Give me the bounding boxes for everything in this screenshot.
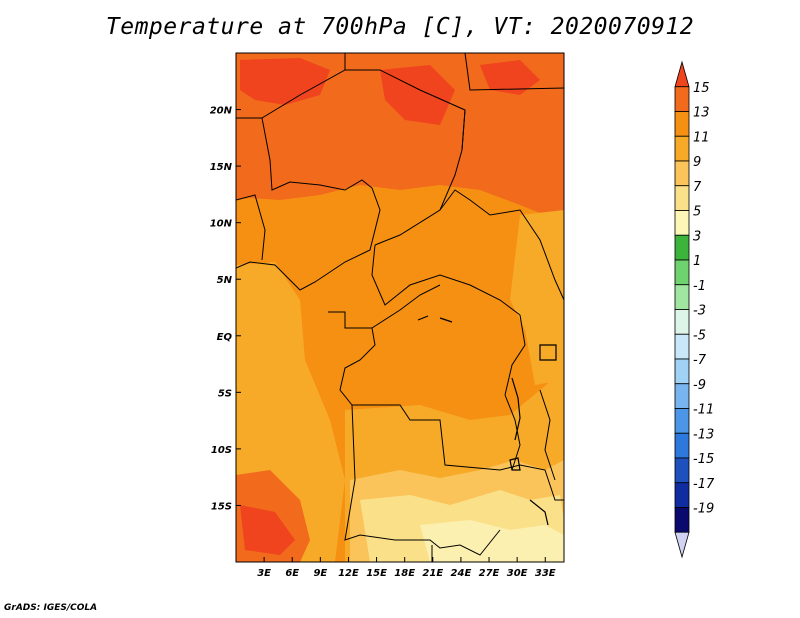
x-tick-label: 9E [313, 568, 327, 579]
colorbar-swatch [674, 531, 690, 559]
colorbar: 15 13 11 9 7 5 3 1 -1 -3 -5 -7 -9 -11 -13 -15 -17 -19 [674, 60, 715, 559]
field-13-15-n [380, 65, 455, 125]
colorbar-swatch [674, 135, 690, 162]
colorbar-swatch [674, 210, 690, 236]
colorbar-swatch [674, 432, 690, 459]
x-axis: 3E 6E 9E 12E 15E 18E 21E 24E 27E 30E 33E [257, 557, 556, 579]
temperature-field [236, 53, 564, 562]
y-tick-label: 15N [210, 162, 233, 173]
colorbar-label: -9 [693, 378, 706, 393]
x-tick-label: 12E [338, 568, 359, 579]
colorbar-label: 9 [693, 155, 701, 170]
y-axis: 20N 15N 10N 5N EQ 5S 10S 15S [210, 106, 241, 512]
colorbar-swatch [674, 333, 690, 360]
colorbar-swatch [674, 259, 690, 286]
colorbar-swatch [674, 383, 690, 409]
colorbar-label: -3 [693, 304, 706, 319]
y-tick-label: 10S [211, 445, 232, 456]
colorbar-swatch [674, 185, 690, 211]
colorbar-label: -11 [693, 403, 714, 418]
y-tick-label: 15S [211, 501, 232, 512]
x-tick-label: 30E [507, 568, 528, 579]
x-tick-label: 24E [451, 568, 472, 579]
colorbar-label: 15 [693, 81, 710, 96]
colorbar-label: -17 [693, 477, 715, 492]
x-tick-label: 33E [535, 568, 556, 579]
x-tick-label: 3E [257, 568, 271, 579]
colorbar-label: -7 [693, 353, 707, 368]
x-tick-label: 15E [366, 568, 387, 579]
colorbar-label: 7 [693, 180, 702, 195]
colorbar-swatch [674, 457, 690, 484]
colorbar-label: 1 [693, 254, 701, 269]
colorbar-swatch [674, 86, 690, 112]
colorbar-label: -19 [693, 502, 714, 517]
x-tick-label: 27E [479, 568, 500, 579]
x-tick-label: 21E [422, 568, 443, 579]
colorbar-label: -1 [693, 279, 706, 294]
colorbar-label: 11 [693, 130, 710, 145]
y-tick-label: 5S [218, 388, 232, 399]
x-tick-label: 18E [394, 568, 415, 579]
colorbar-swatch [674, 160, 690, 187]
colorbar-label: -15 [693, 452, 714, 467]
colorbar-swatch [674, 482, 690, 508]
field-7-9-east [510, 210, 564, 385]
colorbar-label: 5 [693, 205, 701, 220]
chart-title: Temperature at 700hPa [C], VT: 202007091… [105, 14, 695, 40]
colorbar-swatch [674, 408, 690, 434]
colorbar-label: 3 [693, 229, 701, 244]
y-tick-label: 20N [210, 106, 233, 117]
field-13-15-sw [240, 505, 295, 555]
y-tick-label: EQ [217, 332, 233, 343]
colorbar-label: -5 [693, 328, 706, 343]
field-lightest-south [420, 520, 564, 562]
x-tick-label: 6E [285, 568, 299, 579]
country-borders [236, 53, 564, 562]
map-frame [235, 52, 565, 563]
y-tick-label: 10N [210, 219, 233, 230]
colorbar-label: -13 [693, 427, 714, 442]
field-13-15-nw [240, 58, 330, 105]
colorbar-swatch [674, 309, 690, 335]
lakes [417, 315, 557, 526]
colorbar-label: 13 [693, 106, 710, 121]
colorbar-swatch [674, 507, 690, 533]
colorbar-swatch [674, 358, 690, 385]
colorbar-swatch [674, 234, 690, 261]
colorbar-swatch [674, 284, 690, 310]
y-tick-label: 5N [217, 275, 233, 286]
colorbar-swatch [674, 60, 690, 88]
colorbar-swatch [674, 111, 690, 137]
field-13-15-ne [480, 60, 540, 95]
footer-credit: GrADS: IGES/COLA [4, 603, 98, 613]
